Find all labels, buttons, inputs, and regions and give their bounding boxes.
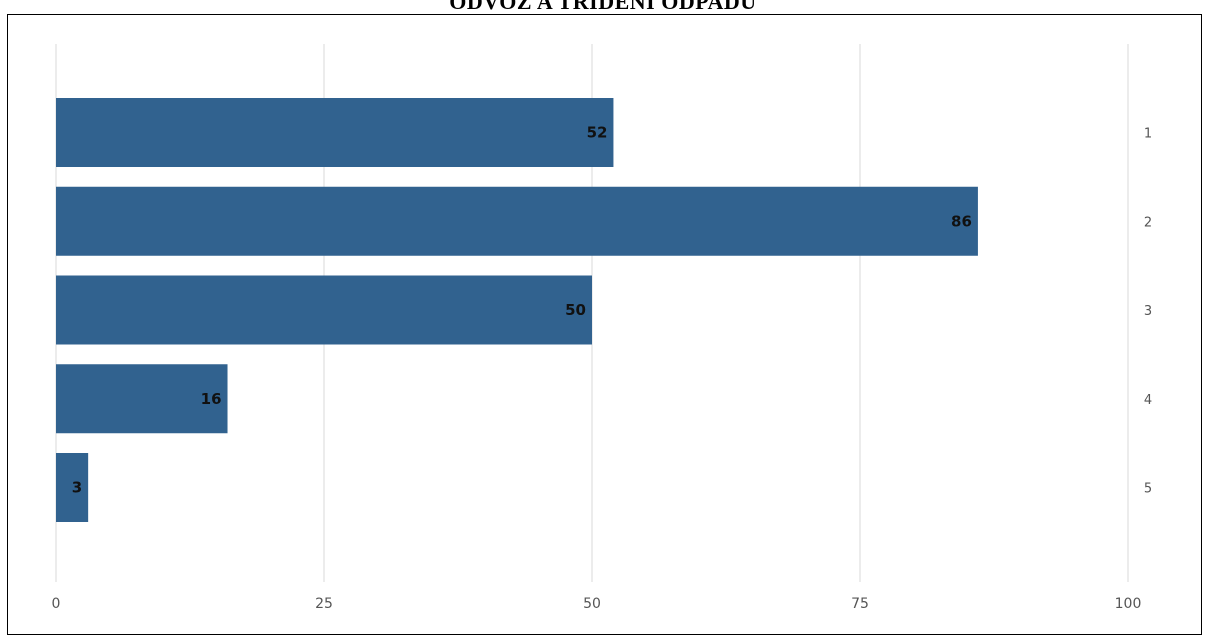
- data-labels: 52 86 50 16 3: [72, 124, 972, 497]
- x-tick-label: 25: [315, 596, 333, 612]
- chart-frame: [7, 14, 1202, 635]
- x-tick-label: 50: [583, 596, 601, 612]
- bar-value-label: 52: [587, 124, 608, 142]
- x-tick-label: 75: [851, 596, 869, 612]
- category-labels: 1 2 3 4 5: [1144, 127, 1152, 497]
- bar-value-label: 86: [951, 212, 972, 230]
- x-tick-label: 0: [52, 596, 61, 612]
- x-axis-ticks: 0 25 50 75 100: [52, 596, 1142, 612]
- category-label: 1: [1144, 127, 1152, 142]
- title-band: ODVOZ A TŘÍDĚNÍ ODPADU: [0, 0, 1206, 14]
- category-label: 2: [1144, 215, 1152, 230]
- bar: [56, 453, 89, 522]
- bar-value-label: 50: [565, 301, 586, 319]
- x-tick-label: 100: [1115, 596, 1142, 612]
- bar: [56, 275, 592, 345]
- category-label: 5: [1144, 482, 1152, 497]
- bar-value-label: 3: [72, 479, 82, 497]
- bar-value-label: 16: [201, 390, 222, 408]
- bars: [56, 98, 978, 522]
- category-label: 3: [1144, 304, 1152, 319]
- category-label: 4: [1144, 393, 1152, 408]
- bar: [56, 98, 614, 167]
- chart-title: ODVOZ A TŘÍDĚNÍ ODPADU: [449, 0, 757, 14]
- bar: [56, 364, 228, 434]
- bar: [56, 186, 978, 256]
